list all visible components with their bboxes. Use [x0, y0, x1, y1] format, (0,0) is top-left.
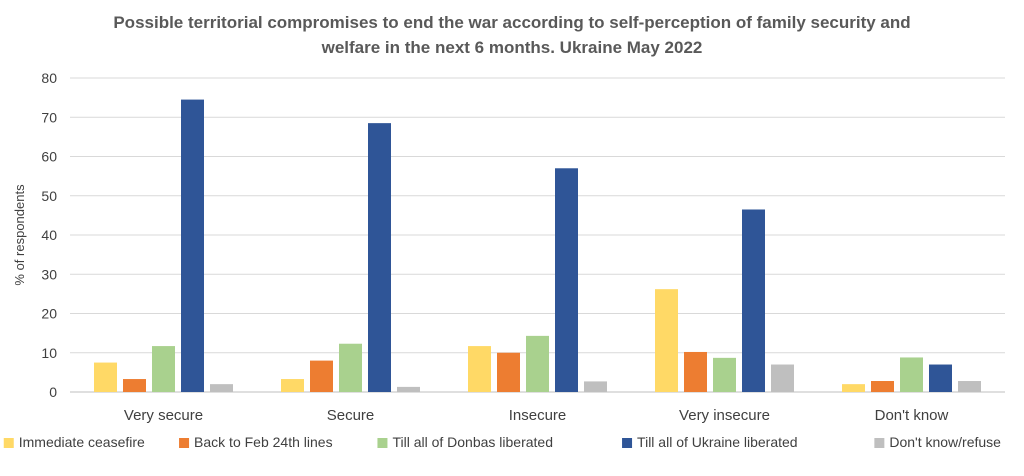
legend-label: Till all of Donbas liberated: [392, 434, 553, 450]
legend-swatch: [3, 438, 14, 448]
bar: [152, 346, 175, 392]
y-tick-label: 0: [49, 384, 57, 400]
y-tick-label: 70: [41, 109, 57, 125]
legend-swatch: [377, 438, 388, 448]
bar: [468, 346, 491, 392]
bar: [929, 364, 952, 392]
bar: [310, 360, 333, 392]
bar: [123, 379, 146, 392]
gridlines: [70, 77, 1005, 393]
bar: [497, 352, 520, 392]
y-tick-label: 20: [41, 306, 57, 322]
bar: [526, 335, 549, 392]
y-axis-ticks: 0 10 20 30 40 50 60 70 80: [41, 70, 57, 400]
bar: [655, 289, 678, 392]
y-axis-label: % of respondents: [12, 184, 27, 286]
y-tick-label: 10: [41, 345, 57, 361]
legend-label: Immediate ceasefire: [19, 434, 145, 450]
x-tick-label: Insecure: [509, 407, 567, 424]
bar: [181, 99, 204, 393]
legend-swatch: [179, 438, 190, 448]
bar: [339, 343, 362, 392]
legend-swatch: [622, 438, 633, 448]
bar: [368, 123, 391, 392]
y-tick-label: 50: [41, 188, 57, 204]
legend-label: Back to Feb 24th lines: [194, 434, 333, 450]
bar: [713, 357, 736, 392]
bar: [397, 386, 420, 392]
bar: [684, 351, 707, 392]
chart-title-line-1: Possible territorial compromises to end …: [113, 13, 910, 32]
bar: [771, 364, 794, 392]
x-tick-label: Very insecure: [679, 407, 770, 424]
bar: [94, 362, 117, 392]
y-tick-label: 30: [41, 266, 57, 282]
bar: [555, 168, 578, 392]
bar: [958, 381, 981, 392]
bar: [742, 209, 765, 392]
bar: [842, 384, 865, 392]
x-tick-label: Secure: [327, 407, 375, 424]
x-axis-ticks: Very secure Secure Insecure Very insecure Do…: [124, 407, 949, 424]
bar: [584, 381, 607, 392]
legend-label: Don't know/refuse: [889, 434, 1001, 450]
x-tick-label: Don't know: [875, 407, 949, 424]
x-tick-label: Very secure: [124, 407, 203, 424]
bar: [900, 357, 923, 392]
y-tick-label: 40: [41, 227, 57, 243]
legend-swatch: [874, 438, 885, 448]
bar: [281, 379, 304, 392]
legend-label: Till all of Ukraine liberated: [637, 434, 798, 450]
y-tick-label: 60: [41, 149, 57, 165]
y-tick-label: 80: [41, 70, 57, 86]
chart-title-line-2: welfare in the next 6 months. Ukraine Ma…: [321, 38, 703, 57]
legend: Immediate ceasefire Back to Feb 24th line…: [3, 434, 1001, 450]
bar: [871, 381, 894, 392]
bars: [94, 99, 981, 393]
bar: [210, 384, 233, 392]
